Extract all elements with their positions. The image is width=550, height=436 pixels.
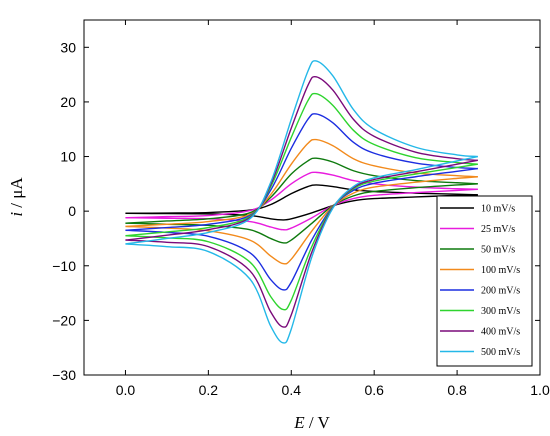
y-tick-label: 10: [60, 149, 76, 165]
series-line-forward-10-mv-s: [125, 184, 478, 215]
series-line-reverse-500-mv-s: [125, 155, 478, 344]
series-400-mv-s: [125, 75, 478, 328]
legend-label-400-mv-s: 400 mV/s: [481, 327, 520, 338]
series-500-mv-s: [125, 60, 478, 344]
y-tick-label: 20: [60, 94, 76, 110]
plot-frame: [83, 19, 541, 376]
y-axis-title: i / μA: [7, 177, 26, 217]
series-200-mv-s: [125, 113, 478, 291]
x-axis-variable: E: [293, 413, 305, 432]
series-300-mv-s: [125, 92, 478, 311]
y-tick-label: 30: [60, 39, 76, 55]
series-line-forward-300-mv-s: [125, 92, 478, 237]
series-line-forward-200-mv-s: [125, 113, 478, 231]
y-tick-label: −30: [52, 367, 76, 383]
legend-label-300-mv-s: 300 mV/s: [481, 306, 520, 317]
x-tick-label: 0.6: [364, 382, 384, 398]
legend-label-500-mv-s: 500 mV/s: [481, 347, 520, 358]
series-100-mv-s: [125, 138, 478, 265]
series-10-mv-s: [125, 184, 478, 221]
y-tick-label: 0: [68, 203, 76, 219]
series-line-reverse-300-mv-s: [125, 163, 478, 311]
legend-label-50-mv-s: 50 mV/s: [481, 245, 515, 256]
x-tick-label: 0.0: [116, 382, 136, 398]
legend-label-100-mv-s: 100 mV/s: [481, 265, 520, 276]
y-tick-label: −20: [52, 312, 76, 328]
series-line-reverse-200-mv-s: [125, 167, 478, 291]
x-tick-label: 0.8: [447, 382, 467, 398]
x-axis-unit: / V: [305, 413, 331, 432]
series-line-forward-400-mv-s: [125, 75, 478, 241]
legend-label-200-mv-s: 200 mV/s: [481, 286, 520, 297]
x-tick-label: 1.0: [530, 382, 550, 398]
legend: 10 mV/s 25 mV/s 50 mV/s 100 mV/s 200 mV/s 300…: [436, 195, 533, 367]
series-line-forward-500-mv-s: [125, 60, 478, 245]
series-line-forward-25-mv-s: [125, 171, 478, 219]
x-tick-label: 0.4: [282, 382, 302, 398]
y-tick-label: −10: [52, 258, 76, 274]
legend-box: [436, 195, 533, 367]
x-axis-title: E / V: [293, 413, 330, 432]
x-tick-label: 0.2: [199, 382, 219, 398]
axis-ticks: 0.0 0.2 0.4 0.6 0.8 1.0 −30 −20 −10 0 10 20 30: [52, 20, 550, 398]
series-line-reverse-50-mv-s: [125, 183, 478, 244]
y-axis-variable: i: [7, 212, 26, 217]
series-layer: [125, 60, 478, 344]
y-axis-unit: / μA: [7, 177, 26, 212]
series-50-mv-s: [125, 157, 478, 244]
series-line-reverse-10-mv-s: [125, 194, 478, 221]
legend-label-10-mv-s: 10 mV/s: [481, 204, 515, 215]
series-line-forward-50-mv-s: [125, 157, 478, 224]
legend-label-25-mv-s: 25 mV/s: [481, 224, 515, 235]
series-line-reverse-400-mv-s: [125, 159, 478, 328]
